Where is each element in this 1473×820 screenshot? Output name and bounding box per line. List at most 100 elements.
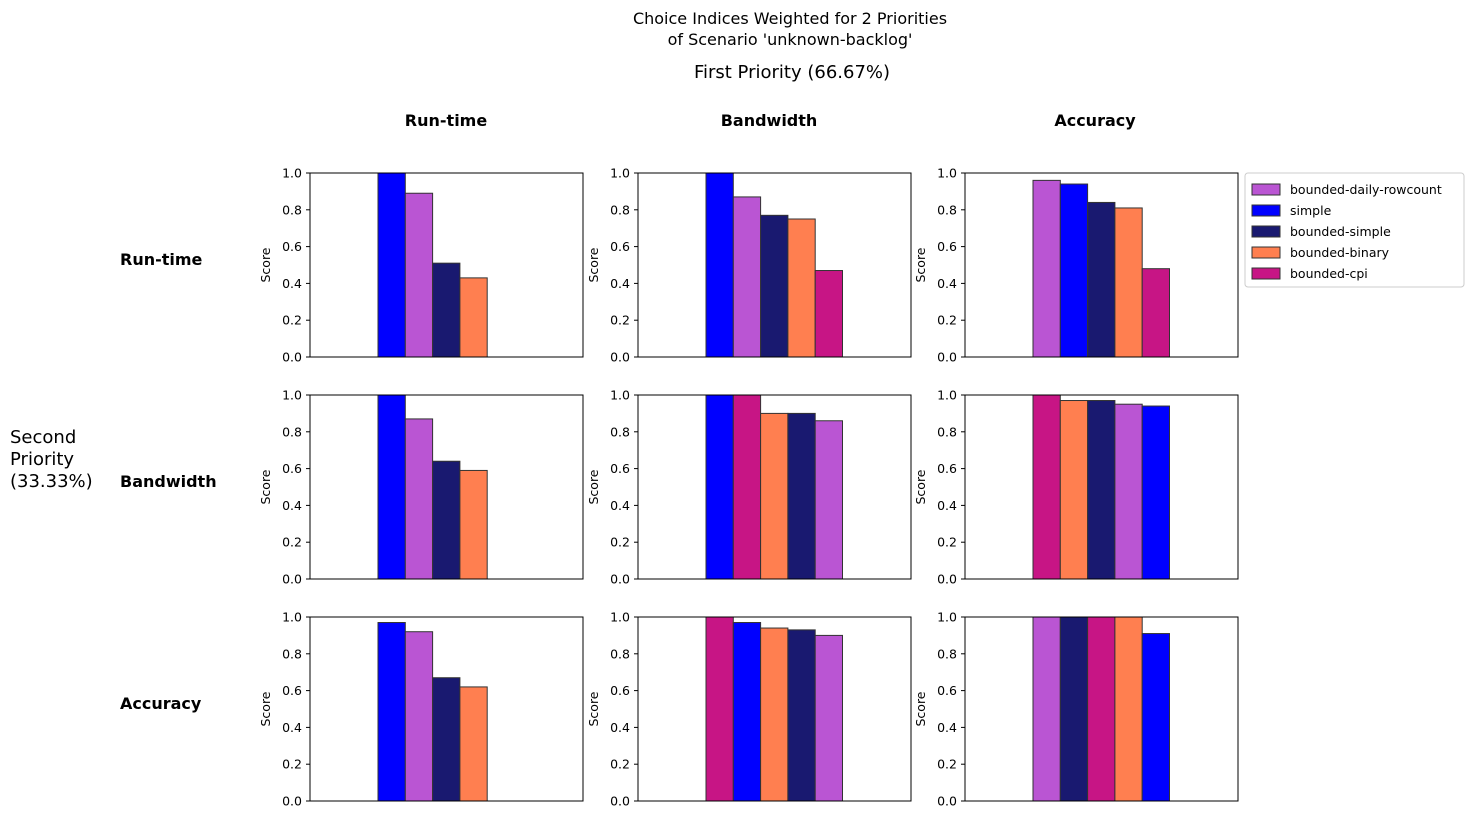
y-tick-label: 0.2 [282, 313, 302, 328]
bar-bounded-cpi [1141, 268, 1170, 358]
y-tick-label: 0.2 [610, 757, 630, 772]
y-tick-label: 0.0 [282, 350, 302, 365]
panel-accuracy-vs-accuracy: 0.0 0.2 0.4 0.6 0.8 1.0 Score [913, 610, 1239, 809]
legend-swatch [1251, 183, 1281, 196]
y-tick-label: 0.4 [937, 720, 957, 735]
bar-bounded-daily-rowcount [404, 631, 434, 802]
bar-bounded-simple [432, 460, 461, 580]
bar-bounded-daily-rowcount [404, 418, 434, 580]
y-axis-label: Score [258, 469, 273, 504]
y-tick-label: 0.0 [937, 350, 957, 365]
legend-frame [1244, 172, 1465, 288]
y-axis-label: Score [913, 247, 928, 282]
y-tick-label: 0.4 [282, 498, 302, 513]
y-tick-label: 0.4 [937, 276, 957, 291]
y-tick-label: 0.4 [610, 276, 630, 291]
bar-bounded-simple [432, 677, 461, 802]
y-tick-label: 0.0 [610, 572, 630, 587]
y-tick-label: 0.4 [610, 498, 630, 513]
second-priority-line-3: (33.33%) [10, 471, 93, 492]
y-tick-label: 1.0 [282, 610, 302, 625]
y-tick-label: 0.0 [282, 794, 302, 809]
bar-simple [1059, 183, 1089, 358]
y-axis-label: Score [913, 691, 928, 726]
y-tick-label: 0.6 [282, 683, 302, 698]
bar-bounded-daily-rowcount [1114, 403, 1143, 580]
bar-bounded-simple [787, 412, 816, 580]
bar-bounded-simple [1059, 616, 1089, 802]
panel-bandwidth-vs-run-time: 0.0 0.2 0.4 0.6 0.8 1.0 Score [258, 388, 584, 587]
bar-bounded-binary [1114, 207, 1143, 358]
column-title-run-time: Run-time [405, 111, 488, 130]
legend-label: bounded-cpi [1290, 266, 1368, 281]
legend-label: simple [1290, 203, 1332, 218]
legend-swatch [1251, 267, 1281, 280]
y-tick-label: 0.8 [610, 424, 630, 439]
y-axis-label: Score [586, 247, 601, 282]
y-tick-label: 1.0 [937, 388, 957, 403]
y-axis-label: Score [258, 691, 273, 726]
bar-bounded-binary [1114, 616, 1143, 802]
bar-bounded-cpi [732, 394, 762, 580]
axes-frame [309, 394, 584, 580]
y-tick-label: 0.6 [610, 683, 630, 698]
row-title-bandwidth: Bandwidth [120, 472, 217, 491]
y-tick-label: 0.0 [282, 572, 302, 587]
y-tick-label: 0.4 [610, 720, 630, 735]
column-title-bandwidth: Bandwidth [721, 111, 818, 130]
y-tick-label: 0.8 [610, 646, 630, 661]
y-tick-label: 1.0 [610, 166, 630, 181]
bar-bounded-daily-rowcount [732, 196, 762, 358]
bar-bounded-simple [760, 214, 789, 358]
panel-bandwidth-vs-accuracy: 0.0 0.2 0.4 0.6 0.8 1.0 Score [913, 388, 1239, 587]
bar-bounded-cpi [1087, 616, 1116, 802]
bar-simple [705, 172, 734, 358]
y-tick-label: 0.2 [937, 535, 957, 550]
figure-title-line-1: Choice Indices Weighted for 2 Priorities [633, 9, 947, 28]
y-tick-label: 0.4 [282, 276, 302, 291]
column-title-accuracy: Accuracy [1054, 111, 1136, 130]
y-tick-label: 0.8 [937, 202, 957, 217]
y-tick-label: 0.4 [937, 498, 957, 513]
y-tick-label: 0.6 [282, 461, 302, 476]
bar-bounded-daily-rowcount [1032, 616, 1061, 802]
y-tick-label: 0.6 [937, 683, 957, 698]
y-tick-label: 0.0 [610, 350, 630, 365]
bar-bounded-daily-rowcount [404, 192, 434, 358]
bar-bounded-simple [432, 262, 461, 358]
bar-bounded-simple [1087, 201, 1116, 358]
panel-run-time-vs-bandwidth: 0.0 0.2 0.4 0.6 0.8 1.0 Score [586, 166, 912, 365]
bar-bounded-binary [760, 412, 789, 580]
y-tick-label: 0.0 [610, 794, 630, 809]
chart-panels: 0.0 0.2 0.4 0.6 0.8 1.0 Score 0.0 0.2 0.4 0.6 0.8 1.… [258, 166, 1239, 809]
axes-frame [964, 616, 1239, 802]
bar-bounded-binary [787, 218, 816, 358]
bar-simple [1141, 633, 1170, 802]
y-tick-label: 1.0 [937, 166, 957, 181]
y-tick-label: 0.8 [937, 646, 957, 661]
bar-simple [1141, 405, 1170, 580]
legend: bounded-daily-rowcount simple bounded-simp… [1244, 172, 1465, 288]
y-tick-label: 1.0 [282, 388, 302, 403]
y-tick-label: 0.2 [282, 535, 302, 550]
legend-label: bounded-daily-rowcount [1290, 182, 1442, 197]
bar-bounded-cpi [1032, 394, 1061, 580]
panel-accuracy-vs-run-time: 0.0 0.2 0.4 0.6 0.8 1.0 Score [258, 610, 584, 809]
bar-simple [377, 622, 406, 802]
bar-simple [705, 394, 734, 580]
bar-bounded-binary [459, 469, 488, 580]
y-tick-label: 0.8 [282, 202, 302, 217]
axes-frame [637, 172, 912, 358]
row-title-accuracy: Accuracy [120, 694, 202, 713]
y-axis-label: Score [586, 469, 601, 504]
y-axis-label: Score [586, 691, 601, 726]
bar-bounded-simple [787, 629, 816, 802]
bar-simple [377, 394, 406, 580]
first-priority-label: First Priority (66.67%) [694, 62, 890, 83]
panel-run-time-vs-accuracy: 0.0 0.2 0.4 0.6 0.8 1.0 Score [913, 166, 1239, 365]
bar-simple [377, 172, 406, 358]
legend-label: bounded-binary [1290, 245, 1390, 260]
legend-item-bounded-cpi: bounded-cpi [1251, 266, 1368, 281]
axes-frame [637, 616, 912, 802]
